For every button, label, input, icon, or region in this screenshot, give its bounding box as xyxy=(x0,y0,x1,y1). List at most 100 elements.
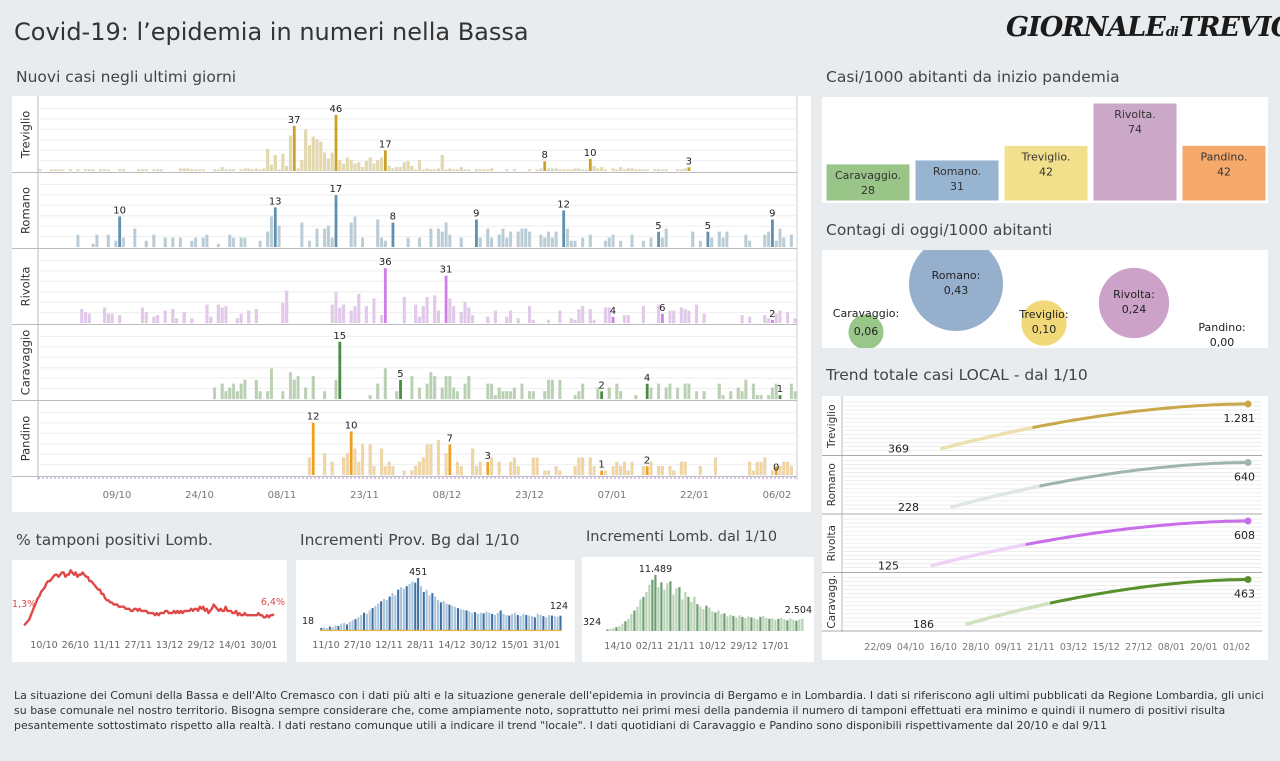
daily-bar xyxy=(235,318,239,324)
daily-bar-label: 8 xyxy=(390,212,396,223)
daily-bar xyxy=(672,310,676,324)
daily-bar xyxy=(475,219,478,247)
lomb-bar xyxy=(618,626,621,631)
today-label: Romano: xyxy=(932,269,981,282)
daily-bar xyxy=(554,168,558,172)
daily-row-treviglio: Treviglio 37 46 17 8 10 3 xyxy=(12,104,797,173)
daily-bar xyxy=(486,383,490,400)
prov-x-tick: 15/01 xyxy=(501,640,528,651)
daily-bar xyxy=(657,169,661,172)
prov-bar xyxy=(425,589,428,630)
lomb-panel: 324 11.489 2.504 14/10 02/11 21/11 10/12 29/12 1… xyxy=(582,557,814,662)
prov-bar xyxy=(533,617,536,630)
daily-bar xyxy=(584,169,589,172)
daily-bar xyxy=(729,391,733,400)
daily-bar xyxy=(751,470,755,476)
daily-row-label: Romano xyxy=(19,187,33,234)
daily-bar xyxy=(114,240,118,248)
prov-bar xyxy=(505,615,508,630)
daily-bar xyxy=(588,309,592,324)
per1000-chart: Caravaggio. 28 Romano. 31 Treviglio. 42 Rivolt… xyxy=(825,102,1267,202)
tamponi-x-tick: 26/10 xyxy=(62,640,89,651)
daily-bar xyxy=(220,167,224,172)
prov-x-tick: 27/10 xyxy=(344,640,371,651)
daily-bar xyxy=(323,453,327,476)
daily-bar xyxy=(550,168,554,172)
prov-bar xyxy=(340,623,343,630)
daily-bar xyxy=(175,318,179,324)
daily-bar xyxy=(592,466,596,476)
daily-bar xyxy=(194,169,198,172)
daily-bar xyxy=(581,306,585,324)
daily-bar xyxy=(497,387,501,400)
daily-bar xyxy=(216,169,220,172)
daily-bar xyxy=(478,169,482,172)
daily-bar xyxy=(717,383,721,400)
logo-main: GIORNALE xyxy=(1006,12,1166,43)
daily-bar xyxy=(478,237,482,248)
prov-bar xyxy=(417,578,420,630)
daily-bar xyxy=(539,168,543,172)
prov-bar xyxy=(363,612,366,630)
daily-bar xyxy=(243,379,247,400)
daily-bar xyxy=(691,231,695,248)
daily-bar xyxy=(759,395,763,400)
daily-bar xyxy=(603,169,607,172)
daily-bar xyxy=(258,240,262,248)
daily-bar xyxy=(326,225,330,248)
daily-bar xyxy=(763,457,767,476)
daily-bar xyxy=(641,169,645,172)
prov-bar xyxy=(365,613,368,630)
lomb-peak-label: 11.489 xyxy=(639,564,672,575)
prov-bar xyxy=(545,617,548,630)
daily-bar xyxy=(687,383,691,400)
daily-bar xyxy=(778,228,782,248)
daily-bar xyxy=(342,163,346,172)
lomb-bar xyxy=(666,583,669,631)
daily-bar xyxy=(421,306,425,324)
daily-bar-label: 31 xyxy=(440,265,453,276)
daily-bar xyxy=(702,313,706,324)
daily-bar xyxy=(152,234,156,248)
daily-bar xyxy=(220,383,224,400)
lomb-bar xyxy=(654,575,657,631)
daily-bar xyxy=(345,157,349,172)
prov-bar xyxy=(459,609,462,630)
daily-bar xyxy=(258,391,262,400)
prov-bar xyxy=(348,621,351,630)
lomb-bar xyxy=(648,584,651,631)
daily-bar xyxy=(546,231,551,248)
today-bubble xyxy=(1098,267,1170,339)
lomb-bar xyxy=(663,589,666,631)
daily-x-tick: 06/02 xyxy=(763,490,792,501)
daily-bar xyxy=(228,169,232,172)
daily-bar xyxy=(80,309,84,324)
daily-bar xyxy=(425,168,429,172)
lomb-bar xyxy=(636,606,639,631)
daily-bar-label: 0 xyxy=(773,463,779,474)
daily-x-tick: 23/12 xyxy=(515,490,544,501)
prov-x-tick: 31/01 xyxy=(533,640,560,651)
lomb-chart: 324 11.489 2.504 14/10 02/11 21/11 10/12 29/12 1… xyxy=(583,564,812,652)
prov-bar xyxy=(491,613,494,630)
daily-bar xyxy=(410,375,414,400)
daily-bar xyxy=(433,295,437,324)
prov-bar xyxy=(550,615,553,630)
daily-bar xyxy=(619,167,623,172)
daily-bar xyxy=(398,167,403,172)
daily-bar xyxy=(330,304,334,324)
lomb-bar xyxy=(729,614,732,631)
daily-bar-label: 3 xyxy=(485,451,491,462)
daily-bar xyxy=(334,195,338,247)
daily-bar xyxy=(376,159,380,172)
prov-bar xyxy=(377,603,380,630)
daily-bar xyxy=(239,383,243,400)
daily-bar xyxy=(178,168,182,172)
daily-bar xyxy=(569,169,573,172)
daily-bar xyxy=(372,298,376,324)
daily-bar xyxy=(383,150,387,171)
daily-bar xyxy=(573,395,577,400)
daily-bar xyxy=(379,157,384,172)
prov-bar xyxy=(516,615,519,630)
daily-bar xyxy=(269,368,274,400)
